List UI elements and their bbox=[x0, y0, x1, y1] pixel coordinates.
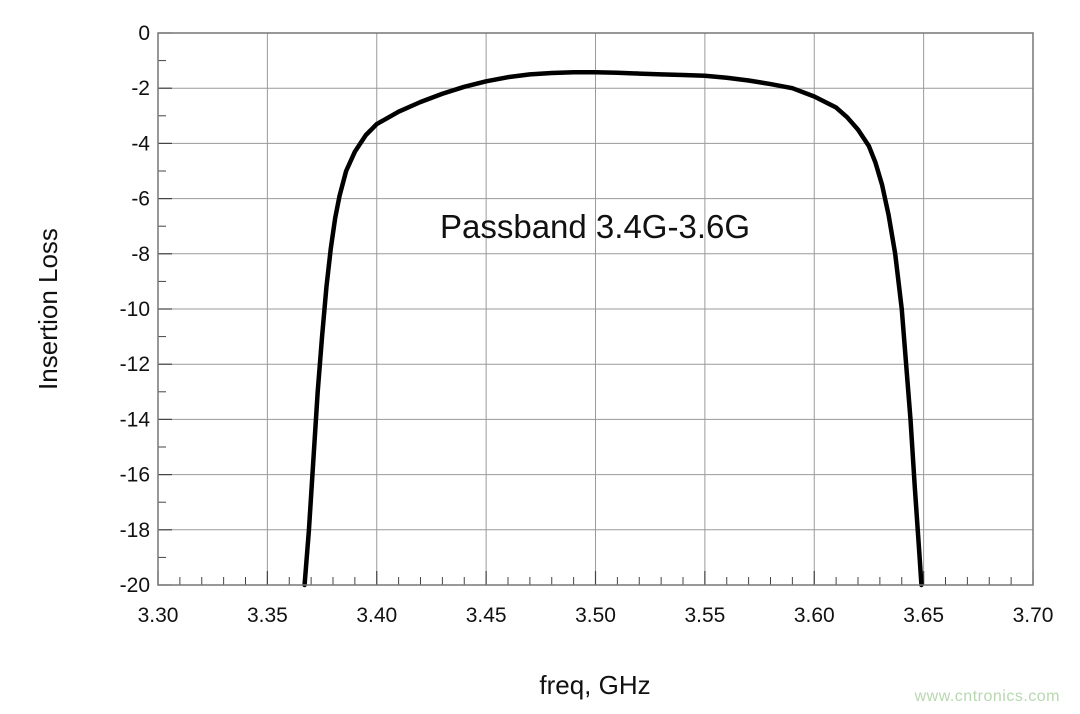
x-tick-label: 3.30 bbox=[138, 604, 179, 627]
x-tick-label: 3.55 bbox=[684, 604, 725, 627]
y-tick-labels: 0 -2 -4 -6 -8 -10 -12 -14 -16 -18 -20 bbox=[120, 22, 151, 597]
x-tick-label: 3.60 bbox=[794, 604, 835, 627]
insertion-loss-curve bbox=[302, 69, 924, 588]
y-axis-title: Insertion Loss bbox=[33, 228, 63, 390]
y-tick-label: -18 bbox=[120, 519, 150, 542]
y-tick-label: -16 bbox=[120, 464, 150, 487]
y-tick-label: -6 bbox=[131, 188, 150, 211]
x-tick-label: 3.50 bbox=[575, 604, 616, 627]
x-tick-label: 3.70 bbox=[1013, 604, 1054, 627]
y-tick-label: -10 bbox=[120, 298, 150, 321]
plot-frame bbox=[157, 32, 1034, 586]
y-tick-label: -20 bbox=[120, 574, 150, 597]
y-tick-label: -4 bbox=[131, 132, 150, 155]
y-tick-label: -2 bbox=[131, 77, 150, 100]
watermark-text: www.cntronics.com bbox=[914, 688, 1060, 705]
y-tick-label: -12 bbox=[120, 353, 150, 376]
y-tick-label: 0 bbox=[138, 22, 150, 45]
x-tick-label: 3.40 bbox=[356, 604, 397, 627]
x-axis-title: freq, GHz bbox=[539, 670, 650, 700]
x-tick-label: 3.45 bbox=[466, 604, 507, 627]
x-tick-label: 3.35 bbox=[247, 604, 288, 627]
y-tick-label: -14 bbox=[120, 408, 151, 431]
x-tick-labels: 3.30 3.35 3.40 3.45 3.50 3.55 3.60 3.65 3.70 bbox=[138, 604, 1054, 627]
y-tick-label: -8 bbox=[131, 243, 150, 266]
x-tick-label: 3.65 bbox=[903, 604, 944, 627]
passband-annotation: Passband 3.4G-3.6G bbox=[440, 208, 750, 245]
